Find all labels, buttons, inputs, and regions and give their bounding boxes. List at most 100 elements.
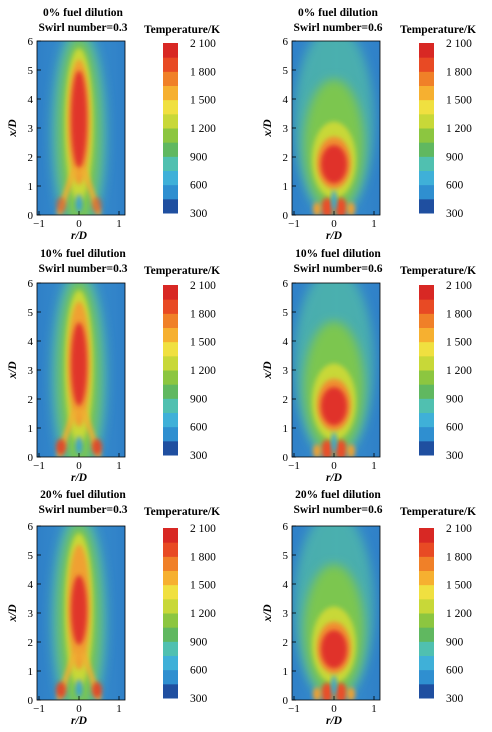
colorbar-tick-label: 1 500	[446, 95, 472, 107]
panel-title-dilution: 20% fuel dilution	[295, 489, 381, 501]
y-tick-label: 2	[28, 637, 34, 649]
panel-title-swirl: Swirl number=0.6	[294, 263, 383, 275]
colorbar-band	[163, 613, 178, 628]
colorbar-band	[163, 285, 178, 300]
panel-5: 20% fuel dilution Swirl number=0.3 0 1 2 3 4 5 6…	[7, 489, 220, 727]
x-axis-label: r/D	[326, 230, 343, 242]
x-tick-label: −1	[33, 703, 45, 715]
panel-2: 0% fuel dilution Swirl number=0.6 0 1 2 3 4 5 6 −…	[262, 7, 476, 242]
y-tick-label: 1	[28, 423, 34, 435]
x-tick-label: −1	[33, 460, 45, 472]
y-tick-label: 0	[28, 452, 34, 464]
colorbar-band	[419, 170, 434, 186]
y-tick-label: 0	[28, 695, 34, 707]
y-tick-label: 5	[28, 307, 34, 319]
y-axis-label: x/D	[262, 119, 274, 138]
colorbar-band	[419, 327, 434, 343]
colorbar-tick-label: 1 800	[190, 66, 216, 78]
colorbar-tick-label: 900	[190, 636, 208, 648]
colorbar-band	[163, 655, 178, 671]
colorbar-band	[163, 170, 178, 186]
y-axis-label: x/D	[7, 361, 19, 380]
colorbar-band	[419, 584, 434, 600]
colorbar-band	[163, 641, 178, 656]
y-tick-label: 3	[283, 608, 289, 620]
colorbar-band	[163, 398, 178, 413]
panel-title-swirl: Swirl number=0.6	[294, 22, 383, 34]
colorbar-band	[163, 341, 178, 357]
colorbar-tick-label: 900	[190, 151, 208, 163]
panel-title-swirl: Swirl number=0.3	[39, 22, 128, 34]
panel-title-swirl: Swirl number=0.3	[39, 263, 128, 275]
y-tick-label: 0	[283, 210, 289, 222]
temperature-field	[37, 41, 125, 215]
y-tick-label: 2	[283, 152, 289, 164]
colorbar-tick-label: 600	[446, 665, 464, 677]
x-tick-label: 1	[371, 218, 377, 230]
colorbar-band	[163, 313, 178, 328]
colorbar-band	[419, 113, 434, 129]
colorbar-band	[419, 156, 434, 171]
y-tick-label: 6	[28, 36, 34, 48]
x-axis-label: r/D	[326, 472, 343, 484]
colorbar-tick-label: 1 200	[446, 123, 472, 135]
colorbar-band	[419, 528, 434, 543]
colorbar-band	[419, 683, 434, 699]
temperature-field	[292, 526, 380, 700]
y-tick-label: 4	[28, 579, 34, 591]
colorbar-tick-label: 1 800	[190, 551, 216, 563]
colorbar-tick-label: 900	[446, 151, 464, 163]
y-tick-label: 2	[283, 394, 289, 406]
colorbar-tick-label: 1 500	[190, 580, 216, 592]
colorbar-band	[419, 285, 434, 300]
x-tick-label: −1	[33, 218, 45, 230]
y-tick-label: 5	[283, 65, 289, 77]
colorbar-tick-label: 1 800	[446, 308, 472, 320]
y-tick-label: 4	[28, 336, 34, 348]
colorbar-title: Temperature/K	[400, 265, 476, 277]
colorbar-tick-label: 300	[446, 693, 464, 705]
panel-1: 0% fuel dilution Swirl number=0.3 0 1 2 3 4 5 6 −…	[7, 7, 220, 242]
colorbar-band	[163, 570, 178, 586]
x-tick-label: 1	[116, 218, 122, 230]
y-tick-label: 1	[283, 181, 289, 193]
colorbar-band	[419, 99, 434, 115]
colorbar-tick-label: 300	[190, 450, 208, 462]
y-axis-label: x/D	[7, 604, 19, 623]
colorbar-band	[163, 598, 178, 614]
y-tick-label: 3	[283, 123, 289, 135]
colorbar-tick-label: 2 100	[446, 280, 472, 292]
colorbar-title: Temperature/K	[144, 265, 220, 277]
x-tick-label: 0	[76, 218, 82, 230]
colorbar-band	[419, 299, 434, 314]
colorbar-band	[163, 370, 178, 385]
colorbar-band	[419, 641, 434, 656]
colorbar-band	[163, 43, 178, 58]
colorbar-tick-label: 2 100	[190, 38, 216, 50]
colorbar-band	[163, 556, 178, 571]
colorbar-band	[419, 655, 434, 671]
colorbar-band	[419, 598, 434, 614]
y-tick-label: 2	[283, 637, 289, 649]
x-tick-label: 0	[331, 460, 337, 472]
y-tick-label: 2	[28, 152, 34, 164]
colorbar-tick-label: 1 500	[190, 95, 216, 107]
colorbar-tick-label: 2 100	[190, 280, 216, 292]
y-tick-label: 6	[28, 521, 34, 533]
colorbar-tick-label: 1 800	[446, 66, 472, 78]
colorbar-band	[419, 43, 434, 58]
panel-3: 10% fuel dilution Swirl number=0.3 0 1 2 3 4 5 6…	[7, 248, 220, 484]
colorbar-band	[419, 71, 434, 86]
colorbar-band	[163, 426, 178, 442]
y-tick-label: 3	[283, 365, 289, 377]
colorbar-band	[163, 85, 178, 101]
colorbar-band	[163, 142, 178, 157]
colorbar-band	[419, 128, 434, 143]
colorbar-band	[163, 683, 178, 699]
y-tick-label: 1	[28, 666, 34, 678]
y-tick-label: 4	[283, 579, 289, 591]
x-tick-label: 0	[331, 218, 337, 230]
colorbar-tick-label: 2 100	[446, 38, 472, 50]
x-axis-label: r/D	[71, 715, 88, 727]
x-axis-label: r/D	[71, 472, 88, 484]
